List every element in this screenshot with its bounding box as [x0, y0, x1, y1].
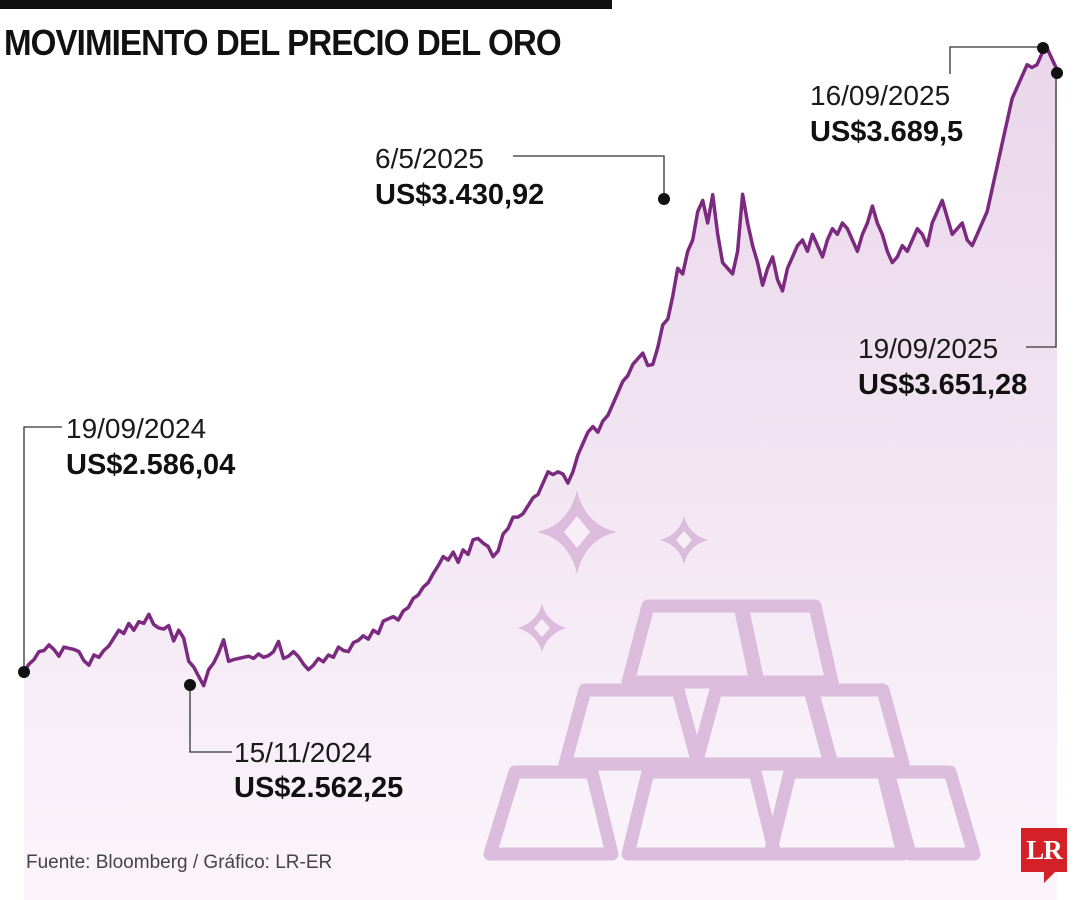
annotation-value: US$2.562,25 [234, 772, 403, 804]
lr-logo: LR [1021, 828, 1067, 872]
top-rule [0, 0, 612, 9]
gold-bar-middle-3 [805, 683, 910, 771]
marker-dot [18, 666, 30, 678]
annotation-date: 16/09/2025 [810, 80, 950, 111]
annotation-value: US$2.586,04 [66, 449, 235, 481]
price-line [22, 46, 1059, 688]
annotation-value: US$3.430,92 [375, 179, 544, 211]
lr-logo-tail [1044, 871, 1056, 883]
marker-dot [184, 679, 196, 691]
chart-title: MOVIMIENTO DEL PRECIO DEL ORO [4, 22, 562, 63]
annotation-markers [18, 42, 1063, 691]
annotation-leaders [23, 46, 1057, 753]
source-note: Fuente: Bloomberg / Gráfico: LR-ER [26, 852, 333, 873]
annotation-date: 19/09/2024 [66, 413, 206, 444]
annotation-date: 15/11/2024 [234, 737, 372, 768]
gold-bar-bottom-3 [763, 765, 910, 861]
gold-bar-bottom-4 [881, 765, 981, 861]
leader-line [23, 426, 62, 672]
marker-dot [1051, 67, 1063, 79]
gold-bar-bottom-1 [483, 765, 619, 861]
gold-bars-illustration [483, 599, 981, 861]
marker-dot [1037, 42, 1049, 54]
annotation-value: US$3.689,5 [810, 116, 963, 148]
marker-dot [658, 193, 670, 205]
leader-line [949, 46, 1042, 74]
leader-line [189, 685, 232, 753]
annotation-value: US$3.651,28 [858, 369, 1027, 401]
leader-line [513, 155, 665, 198]
leader-line [1026, 73, 1057, 348]
gold-bar-top-2 [735, 599, 839, 689]
annotation-date: 19/09/2025 [858, 333, 998, 364]
annotation-date: 6/5/2025 [375, 143, 484, 174]
